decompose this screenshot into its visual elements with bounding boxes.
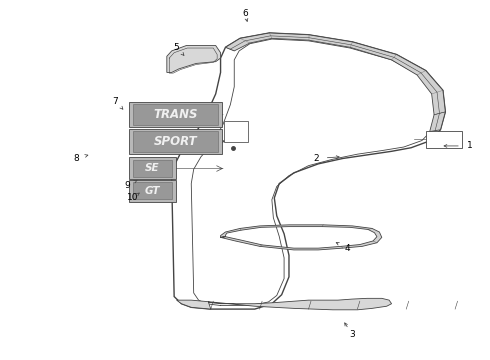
Text: TRANS: TRANS (153, 108, 197, 121)
FancyBboxPatch shape (224, 121, 248, 142)
Text: 5: 5 (174, 43, 179, 52)
FancyBboxPatch shape (129, 157, 175, 179)
Polygon shape (167, 45, 220, 72)
Text: 2: 2 (313, 154, 318, 163)
Text: 1: 1 (467, 141, 473, 150)
Text: 4: 4 (345, 244, 350, 253)
FancyBboxPatch shape (133, 104, 218, 125)
Text: 3: 3 (350, 330, 355, 339)
FancyBboxPatch shape (133, 182, 172, 199)
Polygon shape (172, 33, 445, 309)
FancyBboxPatch shape (133, 131, 218, 152)
Text: 8: 8 (74, 154, 79, 163)
Polygon shape (220, 225, 382, 250)
Text: SPORT: SPORT (153, 135, 197, 148)
Text: 7: 7 (113, 96, 119, 105)
Polygon shape (225, 33, 445, 132)
Text: 10: 10 (127, 193, 138, 202)
FancyBboxPatch shape (426, 131, 463, 148)
FancyBboxPatch shape (129, 180, 175, 202)
Text: 9: 9 (125, 181, 131, 190)
Text: 6: 6 (242, 9, 248, 18)
FancyBboxPatch shape (133, 160, 172, 177)
FancyBboxPatch shape (129, 102, 222, 127)
Text: SE: SE (145, 163, 159, 174)
Text: GT: GT (145, 185, 160, 195)
Polygon shape (176, 298, 392, 310)
FancyBboxPatch shape (129, 129, 222, 154)
